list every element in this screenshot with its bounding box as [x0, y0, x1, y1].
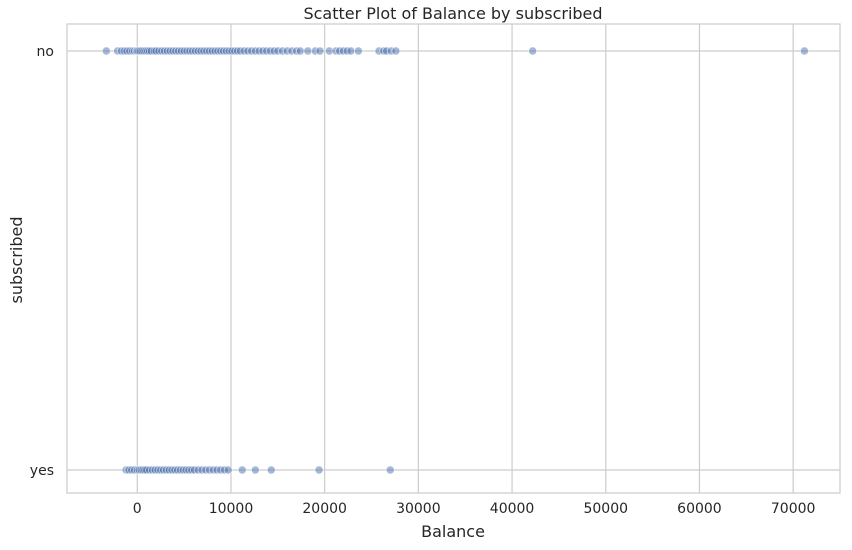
x-tick-label: 70000: [771, 501, 816, 517]
y-tick-labels: no yes: [30, 44, 54, 479]
x-tick-label: 40000: [490, 501, 535, 517]
x-axis-label: Balance: [421, 522, 485, 541]
x-tick-label: 0: [133, 501, 142, 517]
x-tick-label: 20000: [302, 501, 347, 517]
plot-frame: [66, 23, 841, 494]
scatter-point-no: [346, 46, 356, 56]
x-tick-label: 50000: [583, 501, 628, 517]
scatter-point-no: [315, 46, 325, 56]
scatter-point-no: [391, 46, 401, 56]
scatter-point-yes: [314, 465, 324, 475]
scatter-point-yes: [237, 465, 247, 475]
scatter-point-yes: [250, 465, 260, 475]
points-layer: [101, 46, 809, 475]
scatter-point-no: [101, 46, 111, 56]
y-tick-label: no: [37, 44, 54, 60]
scatter-point-no: [799, 46, 809, 56]
scatter-point-yes: [266, 465, 276, 475]
x-tick-labels: 0 10000 20000 30000 40000 50000 60000 70000: [133, 501, 816, 517]
x-tick-label: 30000: [396, 501, 441, 517]
x-tick-label: 60000: [677, 501, 722, 517]
scatter-point-yes: [223, 465, 233, 475]
scatter-point-no: [303, 46, 313, 56]
x-tick-label: 10000: [209, 501, 254, 517]
scatter-point-no: [528, 46, 538, 56]
scatter-point-yes: [385, 465, 395, 475]
y-axis-label: subscribed: [7, 217, 26, 304]
chart-title: Scatter Plot of Balance by subscribed: [303, 4, 602, 23]
y-tick-label: yes: [30, 463, 54, 479]
scatter-point-no: [353, 46, 363, 56]
grid-layer: [67, 24, 840, 493]
scatter-point-no: [295, 46, 305, 56]
